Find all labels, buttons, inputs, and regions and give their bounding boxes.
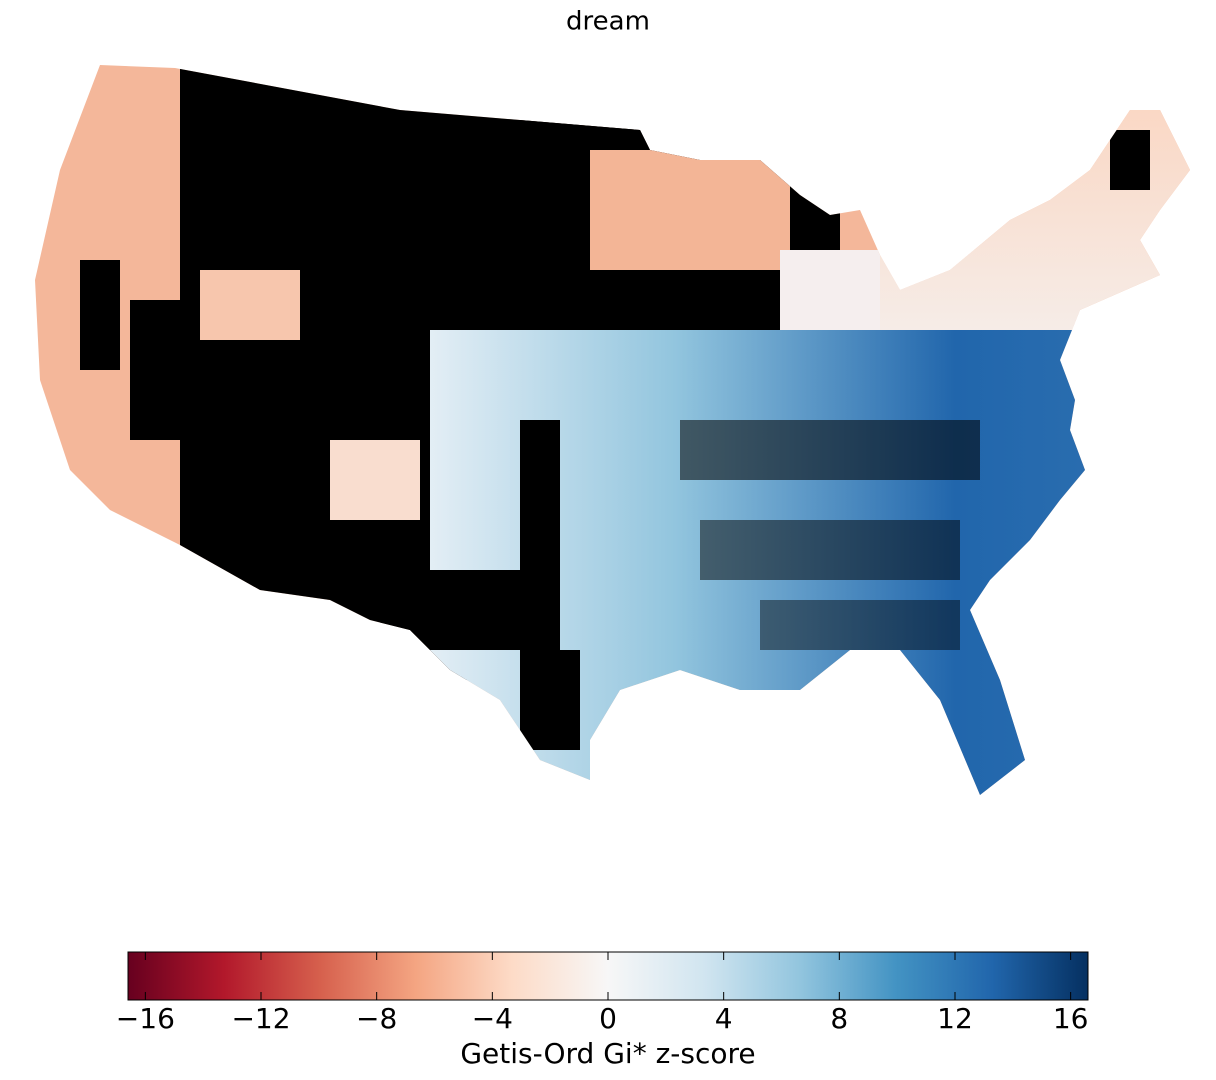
map xyxy=(35,65,1190,795)
chart-title: dream xyxy=(566,7,650,37)
tick-label: 4 xyxy=(715,1002,733,1035)
tick-label: −4 xyxy=(472,1002,513,1035)
tick-label: 0 xyxy=(599,1002,617,1035)
colorbar-label: Getis-Ord Gi* z-score xyxy=(460,1037,755,1070)
tick-label: −8 xyxy=(356,1002,397,1035)
tick-label: −12 xyxy=(231,1002,290,1035)
tick-label: −16 xyxy=(116,1002,175,1035)
tick-label: 8 xyxy=(830,1002,848,1035)
tick-label: 12 xyxy=(937,1002,973,1035)
colorbar: −16 −12 −8 −4 0 4 8 12 16 xyxy=(116,951,1089,1035)
tick-label: 16 xyxy=(1053,1002,1089,1035)
